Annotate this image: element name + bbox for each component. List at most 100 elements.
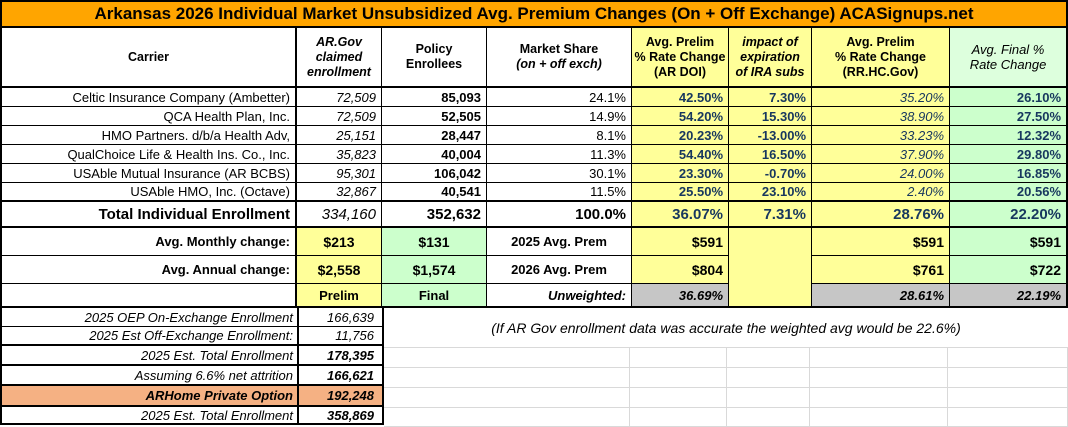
final-rate-change: 27.50% — [950, 107, 1066, 126]
prelim-rrhcgov: 24.00% — [812, 164, 950, 183]
ira-impact: -0.70% — [729, 164, 812, 183]
policy-enrollees: 28,447 — [382, 126, 487, 145]
empty-grid-cell — [630, 388, 727, 408]
empty-grid-cell — [727, 408, 810, 427]
avg-annual-final: $1,574 — [382, 256, 487, 284]
empty-grid-area — [384, 347, 1068, 427]
argov-claimed: 72,509 — [297, 107, 382, 126]
avg-prem-2026-doi: $804 — [632, 256, 729, 284]
empty-grid-cell — [810, 368, 948, 388]
final-column-tag: Final — [382, 284, 487, 306]
enrollment-summary-table: 2025 OEP On-Exchange Enrollment 166,639 … — [0, 308, 384, 425]
avg-prem-2026-label: 2026 Avg. Prem — [487, 256, 632, 284]
carrier-name: QualChoice Life & Health Ins. Co., Inc. — [2, 145, 297, 164]
summary-value: 11,756 — [297, 327, 382, 346]
empty-grid-cell — [630, 348, 727, 368]
total-argov-claimed: 334,160 — [297, 202, 382, 228]
empty-ira-impact-cell — [729, 228, 812, 306]
empty-grid-cell — [727, 388, 810, 408]
total-final-rate-change: 22.20% — [950, 202, 1066, 228]
carrier-name: Celtic Insurance Company (Ambetter) — [2, 88, 297, 107]
avg-prem-2025-label: 2025 Avg. Prem — [487, 228, 632, 256]
unweighted-doi: 36.69% — [632, 284, 729, 306]
carrier-name: HMO Partners. d/b/a Health Adv, — [2, 126, 297, 145]
total-prelim-ardoi: 36.07% — [632, 202, 729, 228]
weighted-avg-note: (If AR Gov enrollment data was accurate … — [491, 319, 961, 336]
ira-impact: 7.30% — [729, 88, 812, 107]
summary-label: 2025 Est. Total Enrollment — [2, 346, 297, 366]
enrollment-summary-section: 2025 OEP On-Exchange Enrollment 166,639 … — [0, 308, 1068, 427]
header-ira-impact: impact of expiration of IRA subs — [729, 28, 812, 88]
arhome-private-option-value: 192,248 — [297, 386, 382, 407]
avg-prem-2025-rrhc: $591 — [812, 228, 950, 256]
avg-prem-2025-final: $591 — [950, 228, 1066, 256]
avg-annual-label: Avg. Annual change: — [2, 256, 297, 284]
empty-grid-cell — [727, 348, 810, 368]
final-rate-change: 12.32% — [950, 126, 1066, 145]
unweighted-final: 22.19% — [950, 284, 1066, 306]
sheet-title-text: Arkansas 2026 Individual Market Unsubsid… — [94, 4, 974, 23]
summary-value: 178,395 — [297, 346, 382, 366]
empty-grid-cell — [384, 408, 630, 427]
ira-impact: 23.10% — [729, 183, 812, 202]
empty-grid-cell — [948, 368, 1068, 388]
prelim-ardoi: 23.30% — [632, 164, 729, 183]
header-prelim-rrhcgov: Avg. Prelim% Rate Change (RR.HC.Gov) — [812, 28, 950, 88]
sheet-title: Arkansas 2026 Individual Market Unsubsid… — [0, 0, 1068, 28]
prelim-ardoi: 42.50% — [632, 88, 729, 107]
empty-grid-cell — [948, 388, 1068, 408]
argov-claimed: 95,301 — [297, 164, 382, 183]
empty-grid-cell — [384, 348, 630, 368]
carrier-name: USAble Mutual Insurance (AR BCBS) — [2, 164, 297, 183]
policy-enrollees: 52,505 — [382, 107, 487, 126]
header-carrier: Carrier — [2, 28, 297, 88]
summary-label: 2025 Est Off-Exchange Enrollment: — [2, 327, 297, 346]
market-share: 8.1% — [487, 126, 632, 145]
summary-label: 2025 Est. Total Enrollment — [141, 407, 293, 423]
empty-grid-cell — [810, 388, 948, 408]
avg-monthly-label: Avg. Monthly change: — [2, 228, 297, 256]
header-final-rate-change: Avg. Final % Rate Change — [950, 28, 1066, 88]
prelim-ardoi: 25.50% — [632, 183, 729, 202]
summary-value: 166,639 — [297, 308, 382, 327]
ira-impact: -13.00% — [729, 126, 812, 145]
prelim-rrhcgov: 37.90% — [812, 145, 950, 164]
final-rate-change: 16.85% — [950, 164, 1066, 183]
carrier-name: QCA Health Plan, Inc. — [2, 107, 297, 126]
argov-claimed: 25,151 — [297, 126, 382, 145]
argov-claimed: 72,509 — [297, 88, 382, 107]
prelim-rrhcgov: 35.20% — [812, 88, 950, 107]
summary-label: 2025 OEP On-Exchange Enrollment — [2, 308, 297, 327]
argov-claimed: 32,867 — [297, 183, 382, 202]
total-prelim-rrhcgov: 28.76% — [812, 202, 950, 228]
prelim-rrhcgov: 2.40% — [812, 183, 950, 202]
avg-monthly-final: $131 — [382, 228, 487, 256]
note-and-empty-cells: (If AR Gov enrollment data was accurate … — [384, 308, 1068, 427]
prelim-ardoi: 20.23% — [632, 126, 729, 145]
market-share: 14.9% — [487, 107, 632, 126]
total-market-share: 100.0% — [487, 202, 632, 228]
empty-grid-cell — [948, 348, 1068, 368]
empty-grid-cell — [727, 368, 810, 388]
policy-enrollees: 40,541 — [382, 183, 487, 202]
header-market-share: Market Share (on + off exch) — [487, 28, 632, 88]
empty-cell — [2, 284, 297, 306]
prelim-rrhcgov: 38.90% — [812, 107, 950, 126]
market-share: 11.5% — [487, 183, 632, 202]
prelim-column-tag: Prelim — [297, 284, 382, 306]
summary-label: Assuming 6.6% net attrition — [2, 366, 297, 386]
avg-prem-2026-final: $722 — [950, 256, 1066, 284]
final-rate-change: 20.56% — [950, 183, 1066, 202]
final-rate-change: 29.80% — [950, 145, 1066, 164]
prelim-ardoi: 54.20% — [632, 107, 729, 126]
policy-enrollees: 40,004 — [382, 145, 487, 164]
unweighted-rrhc: 28.61% — [812, 284, 950, 306]
avg-prem-2025-doi: $591 — [632, 228, 729, 256]
final-rate-change: 26.10% — [950, 88, 1066, 107]
summary-value: 166,621 — [297, 366, 382, 386]
total-ira-impact: 7.31% — [729, 202, 812, 228]
avg-annual-prelim: $2,558 — [297, 256, 382, 284]
market-share: 24.1% — [487, 88, 632, 107]
premium-table: Carrier AR.Gov claimed enrollment Policy En… — [0, 28, 1068, 308]
